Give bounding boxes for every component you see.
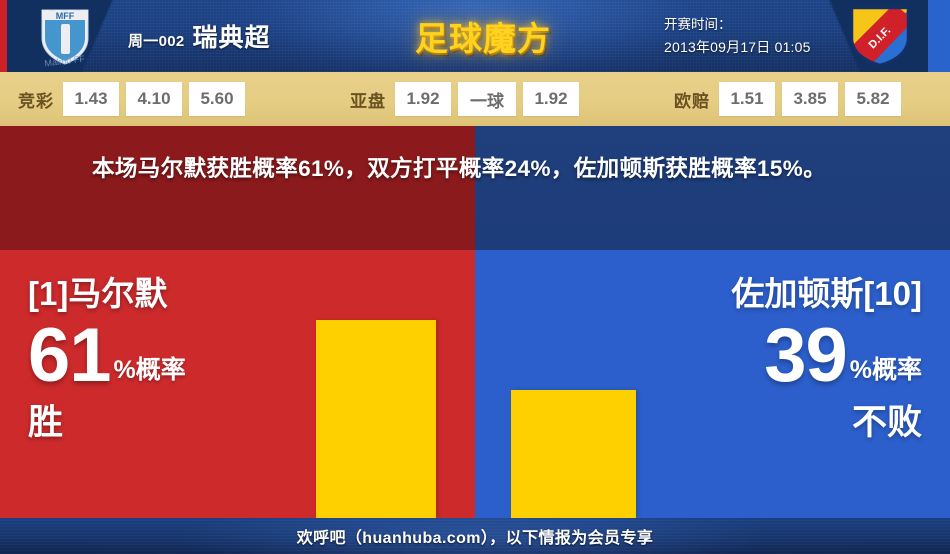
odds-label-yapan: 亚盘 bbox=[350, 91, 386, 111]
brand-logo: 足球魔方 bbox=[415, 20, 551, 57]
away-percent-value: 39 bbox=[764, 313, 848, 398]
kickoff-label: 开赛时间： bbox=[664, 17, 732, 32]
odds-oupei-away[interactable]: 5.82 bbox=[845, 82, 901, 116]
odds-jingcai-home[interactable]: 1.43 bbox=[63, 82, 119, 116]
odds-oupei-draw[interactable]: 3.85 bbox=[782, 82, 838, 116]
probability-summary-banner: 本场马尔默获胜概率61%，双方打平概率24%，佐加顿斯获胜概率15%。 bbox=[0, 126, 950, 250]
away-result-label: 不败 bbox=[851, 403, 922, 442]
away-stats: 佐加顿斯[10] 39 %概率 不败 bbox=[622, 274, 922, 444]
header-bar: MFF Malmö FF 周一002 瑞典超 足球魔方 开赛时间： 2013年0… bbox=[0, 0, 950, 72]
odds-jingcai-away[interactable]: 5.60 bbox=[189, 82, 245, 116]
odds-yapan-home[interactable]: 1.92 bbox=[395, 82, 451, 116]
odds-label-jingcai: 竞彩 bbox=[18, 91, 54, 111]
djurgardens-if-crest-icon: D.I.F. bbox=[846, 4, 914, 68]
bar-away-probability bbox=[511, 390, 636, 518]
odds-group-jingcai: 竞彩 1.43 4.10 5.60 bbox=[18, 82, 252, 116]
bar-home-probability bbox=[316, 320, 436, 518]
home-stats: [1]马尔默 61 %概率 胜 bbox=[28, 274, 298, 444]
odds-jingcai-draw[interactable]: 4.10 bbox=[126, 82, 182, 116]
home-team-name: [1]马尔默 bbox=[28, 275, 168, 312]
home-percent-value: 61 bbox=[28, 313, 112, 398]
odds-yapan-handicap[interactable]: 一球 bbox=[458, 82, 516, 116]
kickoff-time: 2013年09月17日 01:05 bbox=[664, 39, 811, 55]
summary-blue-half bbox=[475, 126, 950, 250]
odds-yapan-away[interactable]: 1.92 bbox=[523, 82, 579, 116]
home-result-label: 胜 bbox=[28, 403, 64, 442]
kickoff-info: 开赛时间： 2013年09月17日 01:05 bbox=[664, 14, 854, 58]
home-percent-suffix: %概率 bbox=[113, 356, 186, 384]
footer-text: 欢呼吧（huanhuba.com），以下情报为会员专享 bbox=[296, 530, 654, 547]
home-percent-row: 61 %概率 bbox=[28, 318, 298, 394]
away-percent-suffix: %概率 bbox=[849, 356, 922, 384]
odds-oupei-home[interactable]: 1.51 bbox=[719, 82, 775, 116]
header-left-red-edge bbox=[0, 0, 7, 72]
summary-text: 本场马尔默获胜概率61%，双方打平概率24%，佐加顿斯获胜概率15%。 bbox=[92, 156, 827, 181]
away-team-name: 佐加顿斯[10] bbox=[731, 275, 922, 312]
odds-bar: 竞彩 1.43 4.10 5.60 亚盘 1.92 一球 1.92 欧赔 1.5… bbox=[0, 72, 950, 126]
league-name: 瑞典超 bbox=[192, 24, 271, 52]
footer-bar: 欢呼吧（huanhuba.com），以下情报为会员专享 bbox=[0, 518, 950, 554]
away-percent-row: 39 %概率 bbox=[622, 318, 922, 394]
probability-chart: [1]马尔默 61 %概率 胜 佐加顿斯[10] 39 %概率 不败 bbox=[0, 250, 950, 518]
svg-text:MFF: MFF bbox=[56, 11, 75, 21]
odds-group-oupei: 欧赔 1.51 3.85 5.82 bbox=[674, 82, 908, 116]
odds-group-yapan: 亚盘 1.92 一球 1.92 bbox=[350, 82, 586, 116]
header-right-blue-edge bbox=[928, 0, 950, 72]
match-title: 周一002 瑞典超 bbox=[128, 18, 271, 54]
match-number: 周一002 bbox=[128, 33, 185, 50]
malmo-ff-crest-icon: MFF Malmö FF bbox=[28, 4, 102, 70]
summary-red-half bbox=[0, 126, 475, 250]
svg-text:Malmö FF: Malmö FF bbox=[44, 54, 86, 69]
odds-label-oupei: 欧赔 bbox=[674, 91, 710, 111]
